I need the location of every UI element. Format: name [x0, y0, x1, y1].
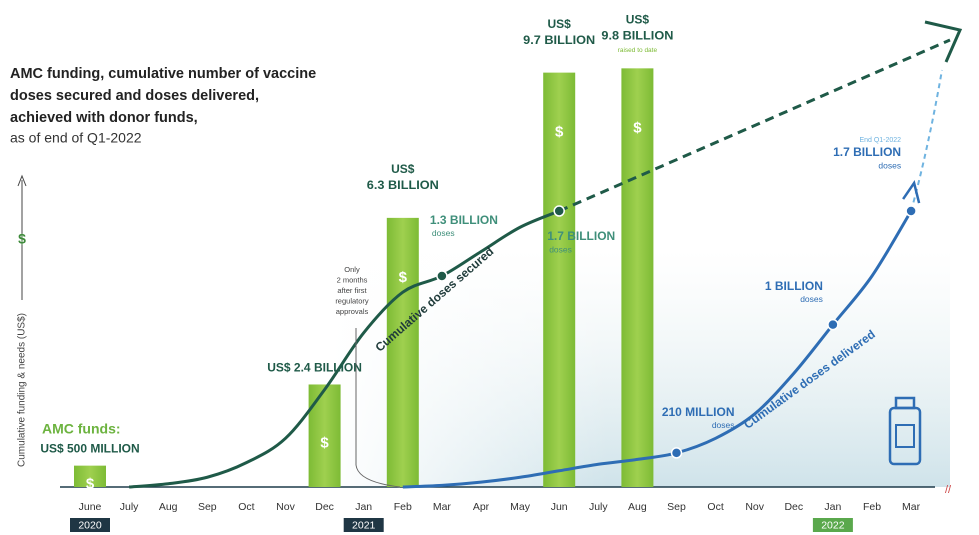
x-tick-label: Jan	[355, 501, 372, 513]
x-tick-label: Jun	[551, 501, 568, 513]
dose-value-label: 210 MILLION	[662, 405, 735, 419]
x-tick-label: Oct	[707, 501, 723, 513]
bar-currency: US$	[40, 442, 64, 456]
approval-note: Only	[344, 265, 360, 274]
dose-point	[905, 205, 917, 217]
bar-note: raised to date	[618, 47, 658, 54]
vial-label	[895, 424, 915, 448]
dose-unit-label: doses	[549, 244, 572, 254]
x-tick-label: Apr	[473, 501, 490, 513]
funding-bar	[543, 72, 576, 488]
line-arrowhead	[902, 180, 921, 204]
funding-bar	[308, 384, 341, 487]
title-block: AMC funding, cumulative number of vaccin…	[10, 66, 316, 146]
dose-value-label: 1.7 BILLION	[547, 229, 615, 243]
end-note: End Q1-2022	[859, 137, 901, 144]
x-tick-label: Oct	[238, 501, 254, 513]
x-tick-label: Mar	[902, 501, 921, 513]
x-tick-label: Aug	[159, 501, 178, 513]
bar-currency: US$	[548, 17, 572, 31]
dose-value-label: 1 BILLION	[765, 279, 823, 293]
bar-currency: US$	[267, 361, 291, 375]
bar-currency: US$	[626, 13, 650, 27]
bar-value-label: US$ 500 MILLION	[40, 442, 139, 456]
year-label: 2021	[352, 519, 376, 531]
x-tick-label: Nov	[745, 501, 764, 513]
bar-symbol: $	[86, 475, 95, 492]
title-line: AMC funding, cumulative number of vaccin…	[10, 66, 316, 82]
x-tick-label: July	[589, 501, 608, 513]
bar-value-label: 9.8 BILLION	[601, 29, 673, 43]
x-tick-label: Feb	[863, 501, 881, 513]
bar-currency: US$	[391, 162, 415, 176]
dose-unit-label: doses	[712, 420, 735, 430]
y-axis-label: Cumulative funding & needs (US$)	[17, 313, 28, 467]
approval-note: approvals	[336, 307, 369, 316]
bar-value: 500 MILLION	[67, 442, 140, 456]
dose-line	[128, 209, 560, 489]
funding-bar	[74, 465, 106, 487]
y-axis-arrowhead	[17, 174, 27, 187]
dose-point	[670, 447, 683, 459]
funding-bar	[386, 217, 419, 488]
approval-note: after first	[337, 286, 367, 295]
x-tick-label: Feb	[394, 501, 412, 513]
bar-symbol: $	[633, 119, 642, 136]
year-label: 2022	[821, 519, 845, 531]
axis-break: //	[945, 484, 952, 496]
x-tick-label: Sep	[198, 501, 217, 513]
x-tick-label: Jan	[824, 501, 841, 513]
dose-unit-label: doses	[800, 294, 823, 304]
approval-note: 2 months	[337, 275, 368, 284]
funding-bar	[621, 68, 654, 487]
title-line: doses secured and doses delivered,	[10, 88, 259, 104]
bar-symbol: $	[320, 435, 329, 452]
x-tick-label: May	[510, 501, 531, 513]
dose-point	[436, 270, 448, 282]
approval-note: regulatory	[335, 296, 369, 305]
subtitle: as of end of Q1-2022	[10, 130, 142, 146]
dose-unit-label: doses	[432, 228, 455, 238]
x-tick-label: June	[79, 501, 102, 513]
bar-first-label: AMC funds:	[42, 420, 121, 436]
projection-arrowhead	[924, 20, 963, 63]
year-box	[812, 518, 853, 532]
projection-line	[558, 38, 951, 213]
approval-pointer	[355, 328, 401, 488]
x-tick-label: Nov	[276, 501, 295, 513]
dose-value-label: 1.7 BILLION	[833, 145, 901, 159]
x-tick-label: Dec	[315, 501, 334, 513]
bar-value-label: 6.3 BILLION	[367, 178, 439, 192]
x-tick-label: Sep	[667, 501, 686, 513]
dose-point	[553, 205, 565, 217]
dose-point	[827, 318, 839, 331]
vial-cap	[894, 396, 916, 410]
bar-value: 2.4 BILLION	[294, 361, 362, 375]
x-tick-label: Aug	[628, 501, 647, 513]
dose-unit-label: doses	[878, 160, 901, 170]
bar-symbol: $	[399, 269, 408, 286]
year-box	[343, 518, 384, 532]
year-box	[70, 518, 110, 532]
x-tick-label: Mar	[433, 501, 452, 513]
bar-value-label: US$ 2.4 BILLION	[267, 361, 362, 375]
dose-value-label: 1.3 BILLION	[430, 213, 498, 227]
bar-symbol: $	[555, 124, 564, 141]
x-tick-label: Dec	[784, 501, 803, 513]
y-axis-symbol: $	[18, 231, 26, 247]
bar-value-label: 9.7 BILLION	[523, 33, 595, 47]
projection-line	[910, 69, 943, 212]
title-line: achieved with donor funds,	[10, 110, 198, 126]
year-label: 2020	[78, 519, 102, 531]
x-tick-label: July	[120, 501, 139, 513]
